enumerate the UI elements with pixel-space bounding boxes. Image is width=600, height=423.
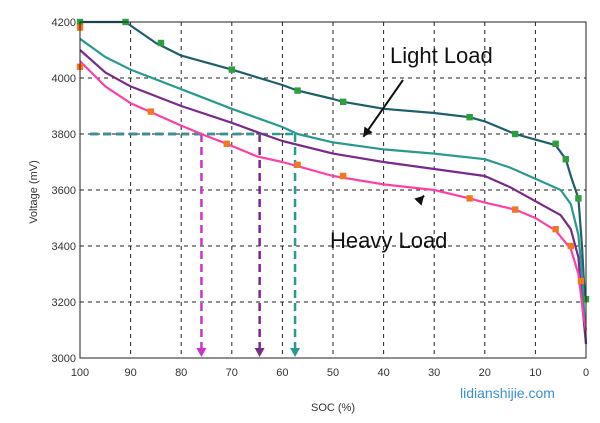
x-tick-label: 40 — [377, 367, 389, 379]
data-point — [147, 108, 155, 115]
series-line — [79, 60, 588, 331]
y-tick-label: 4200 — [52, 17, 76, 29]
data-point — [294, 161, 301, 168]
x-tick-label: 70 — [226, 367, 238, 379]
y-tick-label: 3600 — [52, 185, 76, 197]
data-point — [511, 130, 519, 138]
x-tick-label: 80 — [175, 367, 187, 379]
x-tick-label: 10 — [529, 367, 541, 379]
watermark: lidianshijie.com — [460, 385, 555, 401]
data-point — [223, 140, 230, 147]
y-tick-label: 3200 — [52, 297, 76, 309]
data-point — [577, 277, 585, 285]
data-point — [562, 156, 569, 163]
annotation-arrow-light-head — [363, 126, 373, 137]
data-point — [567, 242, 575, 250]
y-axis-title: Voltage (mV) — [28, 160, 40, 224]
x-tick-label: 90 — [124, 367, 136, 379]
x-tick-label: 20 — [479, 367, 491, 379]
y-tick-label: 3400 — [52, 241, 76, 253]
annotation-heavy-load: Heavy Load — [330, 228, 447, 253]
x-tick-label: 0 — [583, 367, 589, 379]
reference-arrowhead — [254, 348, 265, 357]
grid — [80, 22, 586, 358]
data-point — [466, 114, 473, 121]
data-point — [339, 172, 347, 180]
x-axis-title: SOC (%) — [311, 402, 355, 414]
data-point — [466, 195, 473, 202]
data-point — [157, 39, 165, 47]
data-point — [511, 206, 519, 213]
reference-arrowhead — [290, 348, 301, 357]
x-tick-label: 30 — [428, 367, 440, 379]
tick-labels: 100 90 80 70 60 50 40 30 20 10 0300032003400360038… — [52, 17, 590, 379]
y-tick-label: 4000 — [52, 73, 76, 85]
x-tick-label: 100 — [71, 367, 89, 379]
x-tick-label: 50 — [327, 367, 339, 379]
reference-arrowhead — [196, 348, 207, 357]
data-point — [339, 98, 347, 105]
data-point — [294, 87, 301, 94]
x-tick-label: 60 — [276, 367, 288, 379]
plot-frame — [79, 21, 587, 359]
series-group — [79, 20, 588, 345]
annotation-light-load: Light Load — [390, 43, 493, 68]
series-line — [79, 37, 588, 345]
y-tick-label: 3800 — [52, 129, 76, 141]
plot-border — [79, 21, 587, 359]
data-point — [575, 195, 582, 202]
data-point — [228, 66, 235, 73]
annotation-arrow-heavy-head — [414, 195, 425, 206]
series-line — [79, 49, 588, 345]
data-point — [552, 226, 559, 233]
annotation-arrow-light — [362, 79, 404, 138]
y-tick-label: 3000 — [52, 353, 76, 365]
data-point — [552, 140, 559, 147]
